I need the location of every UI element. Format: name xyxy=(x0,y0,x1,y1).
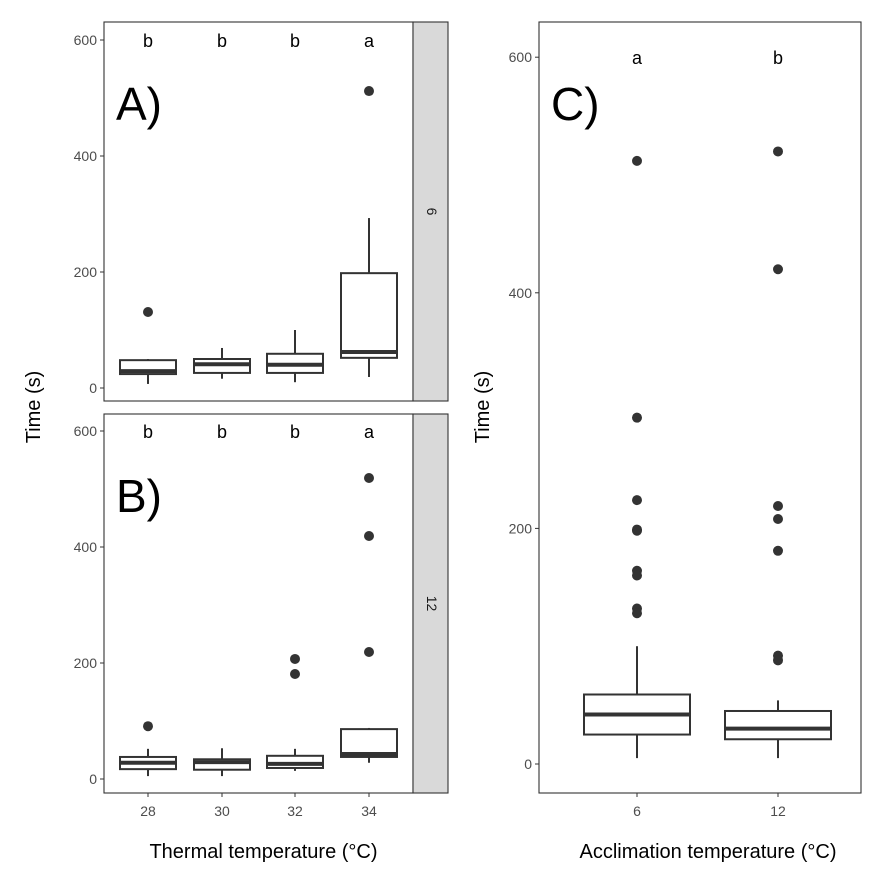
box xyxy=(340,272,398,359)
x-tick-label: 28 xyxy=(140,803,156,819)
y-tick-label: 600 xyxy=(509,49,533,65)
y-tick-label: 600 xyxy=(74,423,98,439)
y-tick-label: 0 xyxy=(89,380,97,396)
x-axis-title: Thermal temperature (°C) xyxy=(149,841,377,863)
outlier-point xyxy=(773,513,783,524)
facet-strip-label: 6 xyxy=(424,208,440,216)
y-axis-title: Time (s) xyxy=(472,371,494,444)
outlier-point xyxy=(632,155,642,166)
facet-strip xyxy=(412,21,449,402)
outlier-point xyxy=(773,501,783,512)
outlier-point xyxy=(632,608,642,619)
y-tick-label: 400 xyxy=(74,148,98,164)
outlier-point xyxy=(364,646,374,657)
y-tick-label: 0 xyxy=(524,756,532,772)
panel-label: A) xyxy=(116,78,162,130)
significance-letter: b xyxy=(773,48,783,68)
box xyxy=(266,754,324,769)
x-tick-label: 12 xyxy=(770,803,786,819)
x-tick-label: 30 xyxy=(214,803,230,819)
facet-strip xyxy=(412,413,449,794)
significance-letter: a xyxy=(364,31,375,51)
outlier-point xyxy=(773,655,783,666)
outlier-point xyxy=(143,307,153,318)
significance-letter: b xyxy=(143,422,153,442)
outlier-point xyxy=(364,86,374,97)
outlier-point xyxy=(632,525,642,536)
significance-letter: b xyxy=(217,422,227,442)
outlier-point xyxy=(364,530,374,541)
significance-letter: a xyxy=(364,422,375,442)
y-tick-label: 200 xyxy=(74,264,98,280)
significance-letter: a xyxy=(632,48,643,68)
x-tick-label: 34 xyxy=(361,803,377,819)
panel-frame xyxy=(538,21,862,794)
y-tick-label: 200 xyxy=(74,655,98,671)
outlier-point xyxy=(773,146,783,157)
significance-letter: b xyxy=(217,31,227,51)
x-axis-title: Acclimation temperature (°C) xyxy=(580,841,837,863)
y-tick-label: 400 xyxy=(509,285,533,301)
outlier-point xyxy=(143,721,153,732)
box xyxy=(193,758,251,771)
panel-label: B) xyxy=(116,470,162,522)
y-tick-label: 0 xyxy=(89,771,97,787)
y-axis-title: Time (s) xyxy=(23,371,45,444)
significance-letter: b xyxy=(143,31,153,51)
significance-letter: b xyxy=(290,422,300,442)
significance-letter: b xyxy=(290,31,300,51)
outlier-point xyxy=(632,495,642,506)
outlier-point xyxy=(364,472,374,483)
panel-label: C) xyxy=(551,78,600,130)
outlier-point xyxy=(632,412,642,423)
outlier-point xyxy=(290,653,300,664)
outlier-point xyxy=(773,264,783,275)
y-tick-label: 600 xyxy=(74,32,98,48)
x-tick-label: 6 xyxy=(633,803,641,819)
outlier-point xyxy=(290,669,300,680)
outlier-point xyxy=(632,570,642,581)
y-tick-label: 200 xyxy=(509,520,533,536)
x-tick-label: 32 xyxy=(287,803,303,819)
outlier-point xyxy=(773,545,783,556)
box xyxy=(724,709,832,741)
y-tick-label: 400 xyxy=(74,539,98,555)
facet-strip-label: 12 xyxy=(424,596,440,612)
